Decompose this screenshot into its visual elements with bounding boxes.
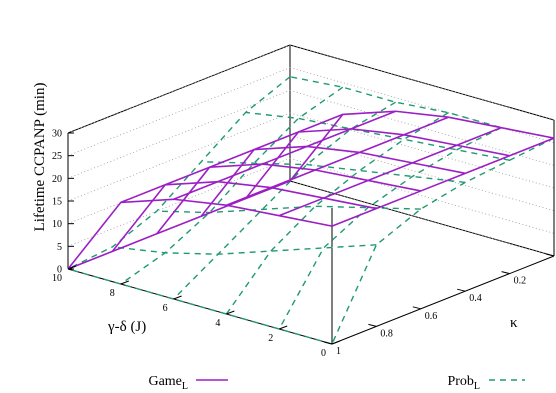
z-tick-label: 15 bbox=[52, 197, 62, 208]
legend: GameL ProbL bbox=[148, 374, 525, 392]
surface-line-prob bbox=[225, 112, 449, 315]
legend-sub-game: L bbox=[182, 381, 188, 392]
surface-line-prob bbox=[173, 101, 396, 300]
x-tick-label: 0.4 bbox=[469, 293, 482, 304]
surface-game bbox=[67, 110, 555, 270]
z-gridline bbox=[67, 67, 291, 157]
x-tick bbox=[457, 288, 466, 292]
y-tick-label: 4 bbox=[215, 318, 220, 329]
svg-text:GameL: GameL bbox=[148, 374, 188, 392]
z-gridline bbox=[289, 157, 555, 234]
y-tick-label: 10 bbox=[52, 273, 62, 284]
surface-line-prob bbox=[331, 137, 555, 345]
z-gridline bbox=[67, 157, 291, 247]
legend-label-game: Game bbox=[148, 374, 181, 389]
x-tick-label: 0.2 bbox=[514, 276, 527, 287]
svg-text:ProbL: ProbL bbox=[447, 374, 480, 392]
y-tick bbox=[279, 325, 288, 330]
y-tick-label: 2 bbox=[268, 333, 273, 344]
z-gridline bbox=[289, 67, 555, 144]
surface-line-prob bbox=[112, 244, 377, 255]
y-axis-label: γ-δ (J) bbox=[107, 319, 146, 335]
x-tick bbox=[501, 271, 510, 275]
x-tick-label: 0.6 bbox=[425, 311, 438, 322]
x-tick bbox=[323, 341, 333, 345]
surface-line-game bbox=[111, 180, 377, 252]
y-tick-label: 6 bbox=[163, 303, 168, 314]
surface-line-prob bbox=[201, 161, 466, 184]
z-gridline bbox=[289, 135, 555, 212]
surface-line-prob bbox=[245, 111, 510, 161]
surface-line-prob bbox=[289, 76, 555, 139]
x-tick bbox=[368, 323, 377, 327]
surfaces bbox=[67, 76, 555, 345]
surface-line-prob bbox=[67, 76, 291, 270]
y-tick bbox=[173, 295, 182, 300]
z-axis-label: Lifetime CCPANP (min) bbox=[32, 83, 48, 232]
surface-line-game bbox=[226, 116, 449, 206]
axis-edge bbox=[331, 255, 555, 345]
surface-line-game bbox=[173, 110, 396, 201]
z-tick-label: 10 bbox=[52, 219, 62, 230]
surface-line-game bbox=[278, 126, 502, 217]
z-tick-label: 30 bbox=[52, 129, 62, 140]
y-tick bbox=[226, 310, 235, 315]
surface-line-prob bbox=[120, 86, 344, 285]
surface-line-game bbox=[67, 180, 291, 270]
y-tick bbox=[331, 340, 341, 345]
z-tick-label: 0 bbox=[57, 265, 62, 276]
surface-line-game bbox=[244, 128, 510, 200]
x-tick-label: 1 bbox=[336, 346, 341, 357]
surface-line-game bbox=[289, 110, 555, 182]
surface-prob bbox=[67, 76, 555, 345]
surface-line-prob bbox=[278, 127, 502, 330]
axis-ticks: 051015202530024681000.20.40.60.81 bbox=[52, 129, 555, 359]
legend-sub-prob: L bbox=[474, 381, 480, 392]
x-tick bbox=[545, 253, 555, 257]
z-tick-label: 5 bbox=[57, 242, 62, 253]
surface-line-game bbox=[67, 198, 333, 270]
z-tick-label: 20 bbox=[52, 174, 62, 185]
y-tick bbox=[120, 280, 129, 285]
legend-entry-game: GameL bbox=[148, 374, 228, 392]
surface-line-game bbox=[331, 137, 555, 227]
y-tick-label: 0 bbox=[321, 348, 326, 359]
z-gridline bbox=[67, 89, 291, 179]
y-tick-label: 8 bbox=[110, 288, 115, 299]
x-tick-label: 0.8 bbox=[380, 328, 393, 339]
legend-entry-prob: ProbL bbox=[447, 374, 525, 392]
surface-line-prob bbox=[67, 268, 333, 345]
z-gridline bbox=[289, 44, 555, 121]
surface-line-game bbox=[200, 145, 466, 217]
y-tick bbox=[67, 265, 77, 270]
z-gridline bbox=[67, 112, 291, 202]
surface-line-game bbox=[156, 163, 421, 235]
x-axis-label: κ bbox=[510, 315, 518, 331]
surface-line-game bbox=[120, 113, 344, 204]
legend-label-prob: Prob bbox=[447, 374, 473, 389]
z-tick-label: 25 bbox=[52, 151, 62, 162]
x-tick bbox=[412, 306, 421, 310]
z-gridline bbox=[67, 44, 291, 134]
z-gridline bbox=[289, 112, 555, 189]
